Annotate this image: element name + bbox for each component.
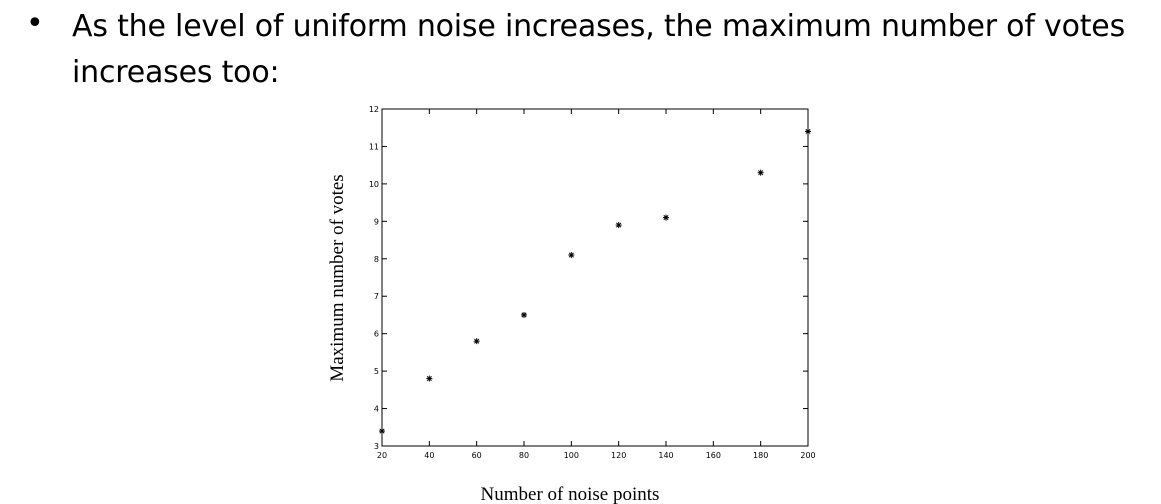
x-tick-label: 100: [564, 451, 579, 460]
y-tick-label: 6: [374, 330, 379, 339]
x-tick-label: 140: [658, 451, 673, 460]
x-axis-title: Number of noise points: [481, 484, 660, 504]
x-tick-label: 40: [424, 451, 434, 460]
x-tick-label: 60: [472, 451, 482, 460]
x-tick-label: 120: [611, 451, 626, 460]
data-point: [805, 128, 811, 135]
chart-axes: [381, 108, 809, 447]
y-tick-label: 11: [369, 142, 379, 151]
data-point: [568, 252, 575, 259]
x-tick-label: 80: [519, 451, 529, 460]
x-axis-ticks: 20 40 60 80 100 120 140 160 180 200: [377, 109, 816, 460]
plot-frame: [381, 108, 809, 447]
y-tick-label: 3: [374, 442, 379, 451]
y-tick-label: 10: [369, 180, 379, 189]
data-points: [379, 128, 811, 435]
data-point: [426, 375, 433, 382]
data-point: [663, 214, 669, 221]
y-tick-label: 12: [369, 105, 379, 114]
x-tick-label: 200: [800, 451, 815, 460]
y-axis-ticks: 3 4 5 6 7 8 9 10 11 12: [369, 105, 808, 451]
y-tick-label: 4: [374, 405, 379, 414]
y-tick-label: 8: [374, 255, 379, 264]
y-tick-label: 7: [374, 292, 379, 301]
y-tick-label: 9: [374, 217, 379, 226]
data-point: [615, 222, 622, 229]
x-tick-label: 180: [753, 451, 768, 460]
data-point: [379, 428, 385, 435]
y-axis-title: Maximum number of votes: [327, 174, 348, 381]
data-point: [521, 311, 527, 318]
y-tick-label: 5: [374, 367, 379, 376]
bullet-text: As the level of uniform noise increases,…: [72, 9, 1125, 90]
data-point: [473, 338, 480, 345]
x-tick-label: 20: [377, 451, 387, 460]
bullet-dot: •: [26, 6, 44, 41]
x-tick-label: 160: [706, 451, 721, 460]
data-point: [757, 169, 764, 176]
